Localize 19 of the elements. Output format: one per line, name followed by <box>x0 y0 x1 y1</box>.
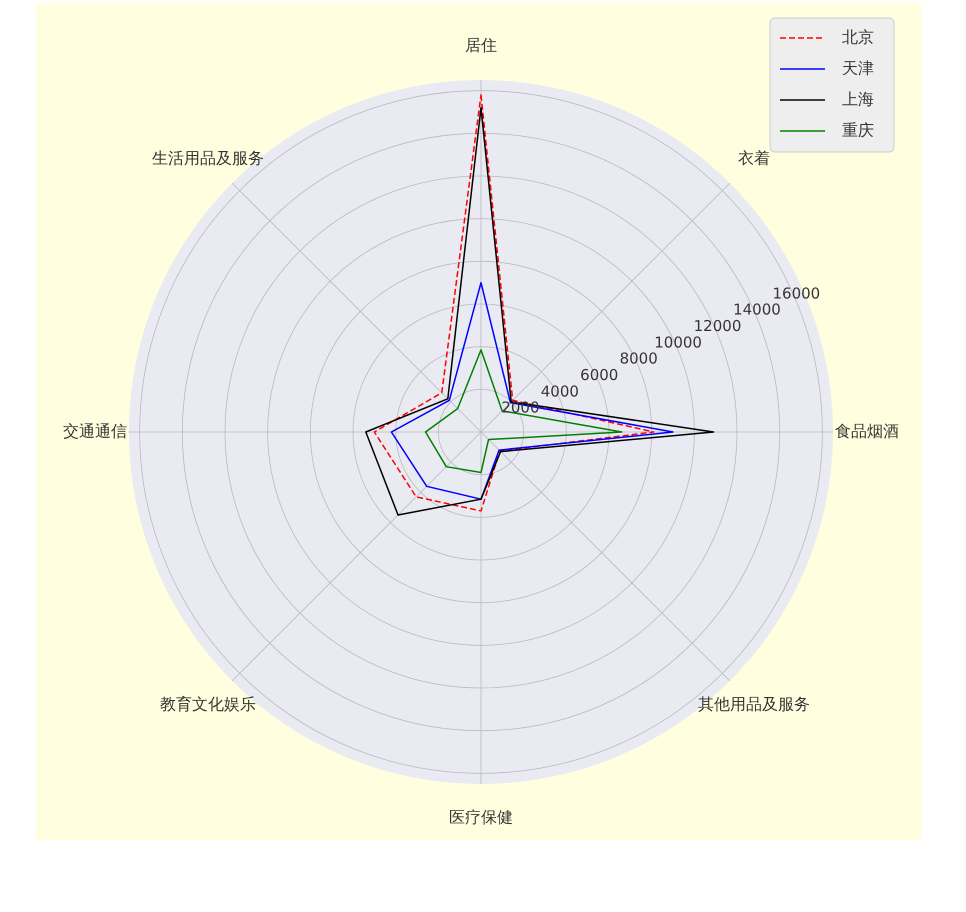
spoke-label: 其他用品及服务 <box>698 694 810 714</box>
spoke-label: 交通通信 <box>63 421 127 440</box>
y-tick-label: 10000 <box>654 333 702 352</box>
y-tick-label: 12000 <box>694 317 742 336</box>
legend-label: 天津 <box>842 58 874 78</box>
legend-label: 重庆 <box>842 120 874 140</box>
spoke-label: 医疗保健 <box>449 807 513 826</box>
y-tick-label: 14000 <box>733 300 781 319</box>
y-tick-label: 4000 <box>540 382 579 400</box>
spoke-label: 衣着 <box>738 148 770 168</box>
y-tick-label: 8000 <box>620 350 658 368</box>
y-tick-label: 6000 <box>580 366 618 384</box>
legend-label: 上海 <box>842 89 874 108</box>
legend-label: 北京 <box>842 27 874 46</box>
spoke-label: 居住 <box>465 35 497 54</box>
spoke-label: 生活用品及服务 <box>152 148 264 168</box>
y-tick-label: 16000 <box>772 284 820 302</box>
spoke-label: 教育文化娱乐 <box>160 694 256 714</box>
spoke-label: 食品烟酒 <box>835 421 899 440</box>
